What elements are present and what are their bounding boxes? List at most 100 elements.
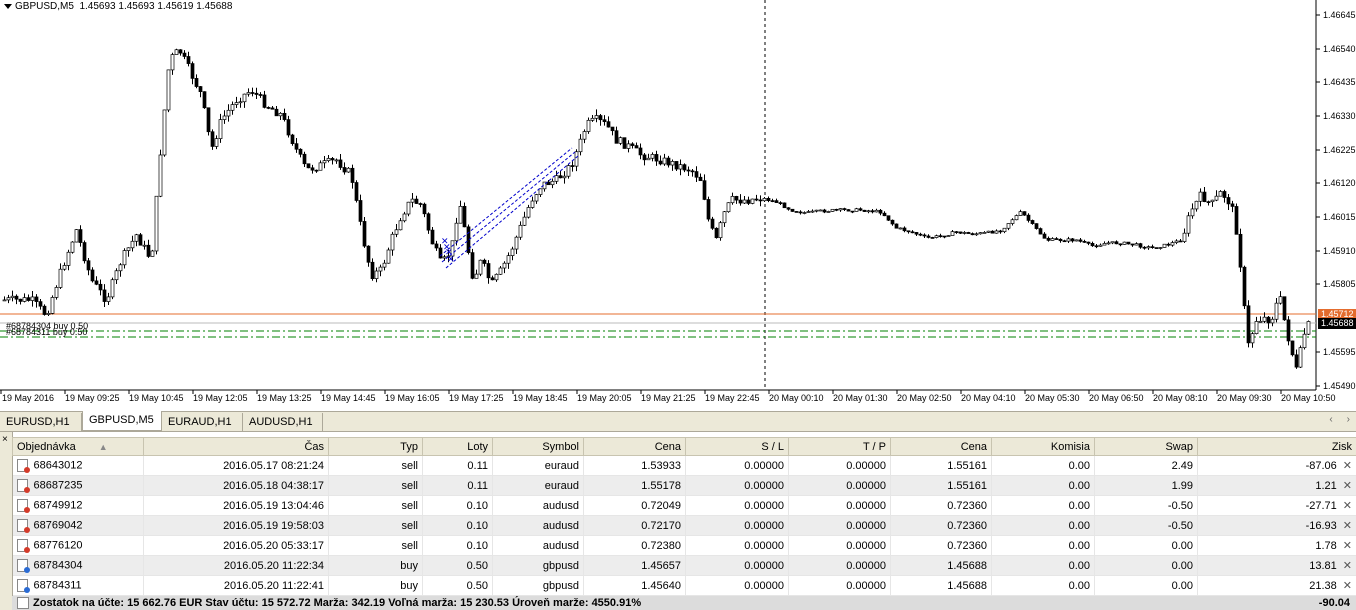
table-header-row: Objednávka ▲ Čas Typ Loty Symbol Cena S …	[12, 437, 1356, 456]
order-id: 68784311	[33, 579, 82, 592]
candle-body	[594, 115, 599, 119]
candle-body	[862, 209, 867, 212]
tab-gbpusd[interactable]: GBPUSD,M5	[82, 411, 162, 431]
candle-body	[1174, 240, 1179, 243]
candle-body	[198, 86, 203, 93]
candle-body	[786, 207, 791, 210]
col-zisk[interactable]: Zisk	[1197, 437, 1356, 456]
candle-body	[1222, 191, 1227, 198]
col-typ[interactable]: Typ	[328, 437, 423, 456]
candle-body	[1062, 240, 1067, 243]
account-summary: Zostatok na účte: 15 662.76 EUR Stav účt…	[12, 596, 1356, 610]
col-symbol[interactable]: Symbol	[492, 437, 584, 456]
close-order-icon[interactable]: ✕	[1342, 520, 1352, 532]
table-row[interactable]: 68643012 2016.05.17 08:21:24 sell 0.11 eurau…	[12, 455, 1356, 476]
close-order-icon[interactable]: ✕	[1342, 580, 1352, 592]
dropdown-icon[interactable]	[4, 3, 12, 9]
table-cell: 2016.05.20 11:22:34	[143, 555, 329, 576]
close-order-icon[interactable]: ✕	[1342, 460, 1352, 472]
candle-body	[250, 92, 255, 94]
candle-body	[86, 260, 91, 271]
candle-body	[634, 145, 639, 149]
candle-body	[662, 157, 667, 165]
table-cell: sell	[328, 455, 423, 476]
candle-body	[638, 147, 643, 156]
close-order-icon[interactable]: ✕	[1342, 480, 1352, 492]
candle-body	[294, 143, 299, 150]
candle-body	[1190, 208, 1195, 217]
candle-body	[854, 208, 859, 212]
trade-marker-icon: ✕	[443, 243, 451, 253]
candle-body	[510, 248, 515, 256]
chart-canvas[interactable]: ✕✕✕✕	[0, 0, 1356, 411]
candle-body	[130, 240, 135, 249]
candle-body	[246, 92, 251, 95]
candle-body	[122, 250, 127, 266]
candle-body	[282, 112, 287, 120]
col-cena-current[interactable]: Cena	[890, 437, 992, 456]
col-swap[interactable]: Swap	[1094, 437, 1198, 456]
tab-euraud[interactable]: EURAUD,H1	[162, 413, 243, 431]
table-cell: 1.45657	[583, 555, 686, 576]
time-tick-label: 19 May 13:25	[257, 393, 312, 403]
table-row[interactable]: 68784304 2016.05.20 11:22:34 buy 0.50 gbpusd…	[12, 555, 1356, 576]
chart-symbol: GBPUSD,M5	[15, 1, 74, 12]
table-cell: 1.45688	[890, 575, 992, 596]
col-cena-open[interactable]: Cena	[583, 437, 686, 456]
close-terminal-icon[interactable]: ×	[2, 434, 8, 445]
tab-eurusd[interactable]: EURUSD,H1	[0, 413, 82, 431]
time-tick-label: 20 May 05:30	[1025, 393, 1080, 403]
candle-body	[1218, 191, 1223, 197]
candle-body	[378, 266, 383, 272]
table-cell: 0.00000	[788, 475, 891, 496]
table-row[interactable]: 68687235 2016.05.18 04:38:17 sell 0.11 eurau…	[12, 475, 1356, 496]
candle-body	[274, 108, 279, 117]
candle-body	[838, 208, 843, 211]
table-row[interactable]: 68769042 2016.05.19 19:58:03 sell 0.10 audus…	[12, 515, 1356, 536]
close-order-icon[interactable]: ✕	[1342, 540, 1352, 552]
close-order-icon[interactable]: ✕	[1342, 500, 1352, 512]
candle-body	[794, 211, 799, 213]
candle-body	[1022, 211, 1027, 216]
col-tp[interactable]: T / P	[788, 437, 891, 456]
table-row[interactable]: 68776120 2016.05.20 05:33:17 sell 0.10 audus…	[12, 535, 1356, 556]
price-tick-label: 1.45805	[1323, 279, 1356, 289]
table-row[interactable]: 68784311 2016.05.20 11:22:41 buy 0.50 gbpusd…	[12, 575, 1356, 596]
time-tick-label: 19 May 21:25	[641, 393, 696, 403]
close-order-icon[interactable]: ✕	[1342, 560, 1352, 572]
candle-body	[574, 151, 579, 167]
candle-body	[850, 210, 855, 213]
candle-body	[242, 93, 247, 103]
profit-cell: -16.93 ✕	[1197, 515, 1356, 536]
candle-body	[842, 208, 847, 210]
sort-asc-icon: ▲	[98, 441, 108, 452]
profit-value: 1.78	[1315, 540, 1337, 552]
col-cas[interactable]: Čas	[143, 437, 329, 456]
candle-body	[322, 160, 327, 164]
candle-body	[1290, 340, 1295, 356]
candle-body	[706, 199, 711, 220]
tab-scroll-right-icon[interactable]: ›	[1346, 414, 1350, 425]
candle-body	[1234, 206, 1239, 235]
candle-body	[546, 181, 551, 186]
price-tick-label: 1.46015	[1323, 212, 1356, 222]
col-sl[interactable]: S / L	[685, 437, 789, 456]
candle-body	[1170, 242, 1175, 246]
candle-body	[1158, 247, 1163, 249]
col-komisia[interactable]: Komisia	[991, 437, 1095, 456]
candle-body	[726, 202, 731, 213]
candle-body	[518, 224, 523, 238]
orders-table: Objednávka ▲ Čas Typ Loty Symbol Cena S …	[12, 437, 1356, 596]
table-row[interactable]: 68749912 2016.05.19 13:04:46 sell 0.10 audus…	[12, 495, 1356, 516]
tab-scroll-left-icon[interactable]: ‹	[1329, 414, 1333, 425]
table-cell: buy	[328, 575, 423, 596]
price-chart[interactable]: ✕ ✕ ✕ ✕ GBPUSD,M5 1.45693 1.45693 1.45619 1…	[0, 0, 1356, 411]
candle-body	[1014, 215, 1019, 221]
candle-body	[826, 211, 831, 213]
candle-body	[942, 235, 947, 238]
col-objednavka[interactable]: Objednávka ▲	[12, 437, 144, 456]
tab-audusd[interactable]: AUDUSD,H1	[243, 413, 323, 431]
candle-body	[14, 295, 19, 300]
candle-body	[570, 165, 575, 167]
col-loty[interactable]: Loty	[422, 437, 493, 456]
